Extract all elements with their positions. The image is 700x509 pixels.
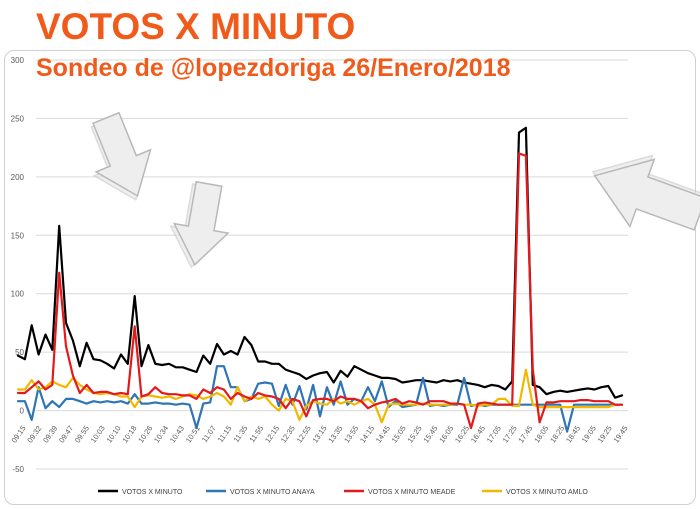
x-tick-label: 16:25	[453, 424, 471, 445]
legend-label: VOTOS X MINUTO AMLO	[506, 489, 588, 496]
y-tick-label: 100	[11, 290, 25, 299]
chart-subtitle: Sondeo de @lopezdoriga 26/Enero/2018	[36, 54, 511, 82]
annotation-arrows	[90, 111, 700, 269]
x-tick-label: 09:47	[57, 424, 75, 445]
x-tick-label: 12:55	[295, 424, 313, 445]
x-tick-label: 09:55	[73, 424, 91, 445]
x-tick-label: 11:55	[247, 424, 265, 444]
x-tick-label: 19:25	[596, 424, 614, 445]
x-tick-label: 10:18	[120, 424, 138, 445]
x-tick-label: 17:45	[516, 424, 534, 445]
legend-label: VOTOS X MINUTO ANAYA	[230, 489, 315, 496]
y-tick-label: -50	[12, 465, 24, 474]
x-tick-label: 13:15	[310, 424, 328, 445]
x-tick-label: 14:45	[374, 424, 392, 445]
x-tick-label: 18:25	[548, 424, 566, 445]
x-tick-label: 09:39	[41, 424, 59, 445]
y-tick-label: 150	[11, 231, 25, 240]
x-tick-label: 10:03	[89, 424, 107, 445]
legend-label: VOTOS X MINUTO MEADE	[368, 489, 456, 496]
chart-frame	[4, 50, 696, 505]
x-tick-label: 16:05	[437, 424, 455, 445]
x-tick-label: 11:07	[200, 424, 218, 444]
x-tick-label: 10:34	[152, 424, 170, 445]
x-tick-label: 19:45	[611, 424, 629, 445]
arrow-down-1	[90, 111, 152, 201]
x-tick-label: 10:26	[136, 424, 154, 445]
x-tick-label: 13:35	[326, 424, 344, 445]
x-tick-label: 11:15	[216, 424, 234, 444]
y-tick-label: 50	[15, 348, 24, 357]
legend-label: VOTOS X MINUTO	[122, 489, 183, 496]
x-tick-label: 12:35	[279, 424, 297, 445]
series-line-1	[16, 365, 624, 433]
x-tick-label: 18:05	[532, 424, 550, 445]
x-tick-label: 17:25	[501, 424, 519, 445]
x-tick-label: 12:15	[263, 424, 281, 445]
legend: VOTOS X MINUTO VOTOS X MINUTO ANAYA VOTOS …	[98, 489, 588, 496]
x-tick-label: 17:05	[485, 424, 503, 445]
series-line-3	[16, 368, 624, 424]
x-tick-label: 09:15	[9, 424, 27, 445]
x-tick-label: 15:05	[390, 424, 408, 445]
x-tick-label: 15:25	[406, 424, 424, 445]
y-axis: -50 0 50 100 150 200 250 300	[11, 56, 25, 474]
y-tick-label: 300	[11, 56, 25, 65]
chart-title: VOTOS X MINUTO	[36, 6, 356, 47]
arrow-left-large	[591, 154, 700, 231]
series-line-2	[16, 152, 624, 430]
series-line-0	[16, 126, 624, 399]
y-tick-label: 250	[11, 114, 25, 123]
x-tick-label: 15:45	[421, 424, 439, 445]
x-tick-label: 11:35	[232, 424, 250, 444]
arrow-down-2	[169, 180, 230, 269]
x-tick-label: 10:10	[105, 424, 123, 445]
y-tick-label: 200	[11, 173, 25, 182]
x-tick-label: 19:05	[580, 424, 598, 445]
x-tick-label: 14:15	[358, 424, 376, 445]
x-tick-label: 13:55	[342, 424, 360, 445]
series-lines	[16, 126, 624, 433]
y-tick-label: 0	[20, 407, 25, 416]
x-tick-label: 10:51	[184, 424, 202, 445]
x-tick-label: 09:32	[25, 424, 43, 445]
x-axis: 09:1509:3209:3909:4709:5510:0310:1010:18…	[9, 424, 629, 445]
x-tick-label: 10:43	[168, 424, 186, 445]
